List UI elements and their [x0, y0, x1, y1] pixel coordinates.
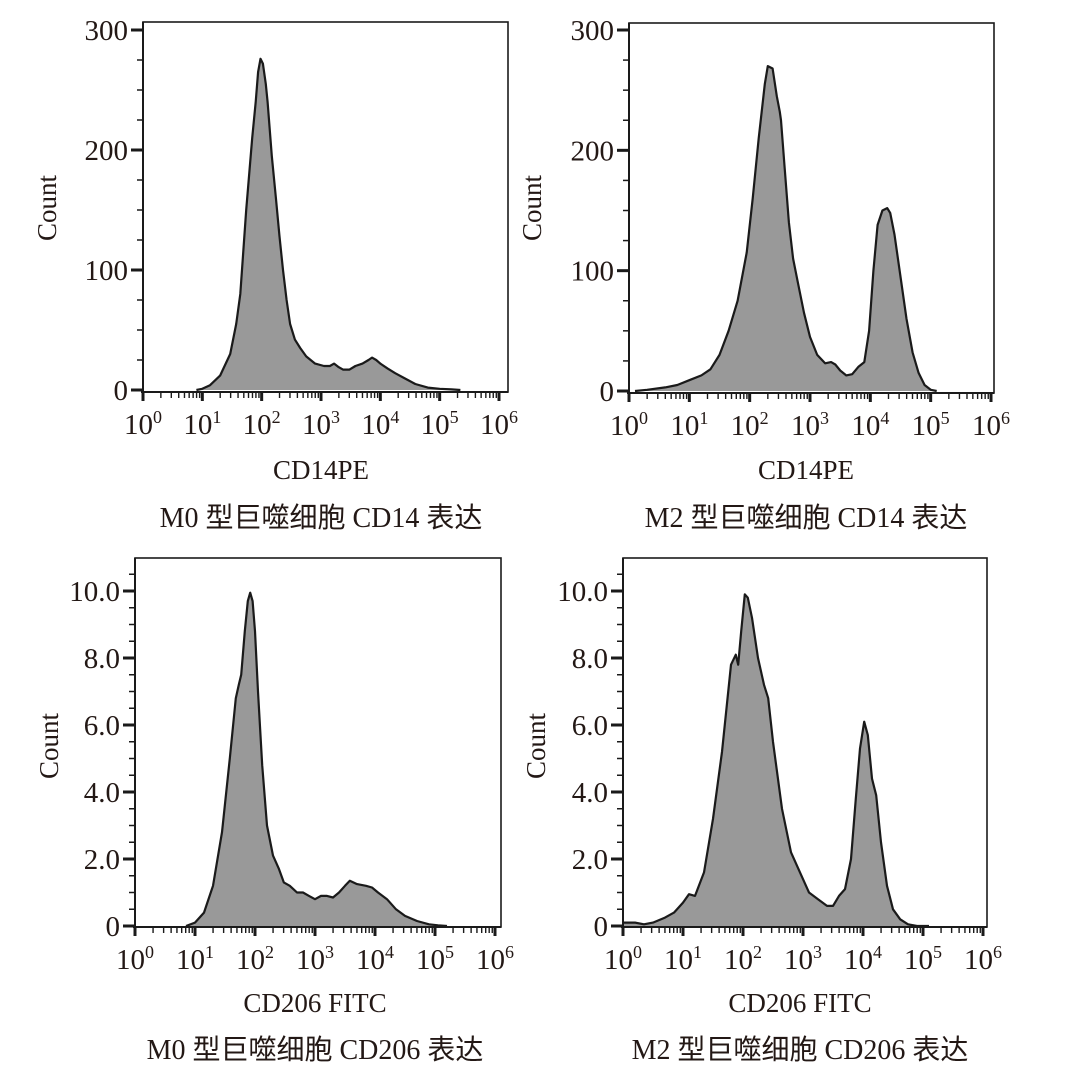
y-tick-label: 100 — [85, 255, 129, 287]
x-tick-label: 100 — [610, 408, 648, 442]
y-tick-label: 2.0 — [84, 844, 120, 876]
x-axis-label: CD206 FITC — [728, 988, 871, 1018]
x-tick-label: 101 — [670, 408, 708, 442]
plot-frame — [629, 23, 994, 393]
y-tick-label: 300 — [571, 15, 615, 47]
chart-svg: 0 2.0 4.0 6.0 8.0 10.0 100 101 102 103 104 105 106 C… — [0, 540, 533, 1084]
panel-caption: M0 型巨噬细胞 CD14 表达 — [160, 502, 483, 534]
x-tick-label: 106 — [964, 942, 1002, 976]
y-tick-label: 4.0 — [572, 777, 608, 809]
x-tick-label: 102 — [724, 942, 762, 976]
x-axis-label: CD206 FITC — [243, 988, 386, 1018]
x-tick-label: 103 — [296, 942, 334, 976]
y-tick-label: 10.0 — [557, 576, 608, 608]
x-tick-label: 106 — [476, 942, 514, 976]
x-tick-label: 105 — [912, 408, 950, 442]
x-tick-label: 101 — [176, 942, 214, 976]
x-tick-label: 101 — [183, 407, 221, 441]
y-tick-label: 6.0 — [84, 710, 120, 742]
x-tick-label: 105 — [416, 942, 454, 976]
x-tick-label: 100 — [604, 942, 642, 976]
y-axis-label: Count — [34, 712, 64, 779]
panel-caption: M2 型巨噬细胞 CD206 表达 — [632, 1034, 969, 1066]
y-tick-label: 8.0 — [84, 643, 120, 675]
y-axis-label: Count — [517, 174, 547, 241]
x-tick-label: 104 — [844, 942, 882, 976]
x-tick-label: 104 — [356, 942, 394, 976]
y-tick-label: 200 — [571, 135, 615, 167]
histogram-area — [196, 59, 460, 390]
plot-frame — [623, 558, 987, 927]
x-tick-label: 101 — [664, 942, 702, 976]
x-tick-label: 103 — [302, 407, 340, 441]
y-axis-label: Count — [521, 712, 551, 779]
plot-frame — [143, 22, 508, 392]
y-tick-label: 200 — [85, 135, 129, 167]
y-tick-label: 300 — [85, 15, 129, 47]
y-tick-label: 0 — [594, 911, 609, 943]
x-tick-label: 106 — [480, 407, 518, 441]
plot-frame — [135, 558, 501, 927]
x-tick-label: 106 — [972, 408, 1010, 442]
histogram-panel-m2-cd14: 0 100 200 300 100 101 102 103 104 105 106 Count CD… — [533, 0, 1066, 540]
y-tick-label: 0 — [114, 375, 129, 407]
x-tick-label: 100 — [116, 942, 154, 976]
x-tick-label: 103 — [784, 942, 822, 976]
y-tick-label: 2.0 — [572, 844, 608, 876]
panel-caption: M2 型巨噬细胞 CD14 表达 — [645, 502, 968, 534]
chart-svg: 0 2.0 4.0 6.0 8.0 10.0 100 101 102 103 104 105 106 C… — [533, 540, 1066, 1084]
plot-area: 0 2.0 4.0 6.0 8.0 10.0 100 101 102 103 104 105 106 — [69, 558, 514, 976]
x-tick-label: 102 — [731, 408, 769, 442]
y-tick-label: 10.0 — [69, 576, 120, 608]
histogram-panel-m2-cd206: 0 2.0 4.0 6.0 8.0 10.0 100 101 102 103 104 105 106 C… — [533, 540, 1066, 1084]
x-tick-label: 105 — [421, 407, 459, 441]
x-tick-label: 102 — [243, 407, 281, 441]
y-tick-label: 0 — [106, 911, 121, 943]
x-tick-label: 104 — [851, 408, 889, 442]
histogram-area — [186, 593, 447, 926]
x-axis-label: CD14PE — [273, 455, 369, 485]
x-tick-label: 100 — [124, 407, 162, 441]
x-tick-label: 104 — [361, 407, 399, 441]
plot-area: 0 2.0 4.0 6.0 8.0 10.0 100 101 102 103 104 105 106 — [557, 558, 1002, 976]
x-tick-label: 102 — [236, 942, 274, 976]
histogram-panel-m0-cd206: 0 2.0 4.0 6.0 8.0 10.0 100 101 102 103 104 105 106 C… — [0, 540, 533, 1084]
y-tick-label: 4.0 — [84, 777, 120, 809]
x-axis-label: CD14PE — [758, 455, 854, 485]
x-tick-label: 103 — [791, 408, 829, 442]
y-tick-label: 100 — [571, 256, 615, 288]
y-tick-label: 0 — [600, 376, 615, 408]
x-tick-label: 105 — [904, 942, 942, 976]
panel-caption: M0 型巨噬细胞 CD206 表达 — [147, 1034, 484, 1066]
histogram-panel-m0-cd14: 0 100 200 300 100 101 102 103 104 105 106 Count CD… — [0, 0, 533, 540]
y-axis-label: Count — [32, 174, 62, 241]
y-tick-label: 8.0 — [572, 643, 608, 675]
histogram-area — [635, 66, 937, 391]
y-tick-label: 6.0 — [572, 710, 608, 742]
